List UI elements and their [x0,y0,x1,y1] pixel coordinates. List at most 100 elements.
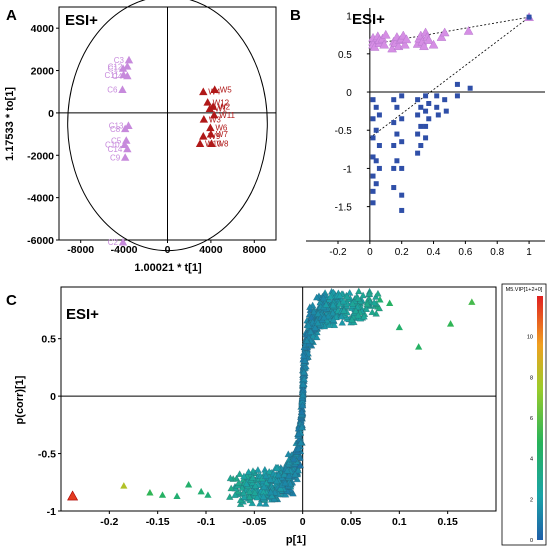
panel-b-axes: -0.2 0 0.2 0.4 0.6 0.8 1 -1.5 -1 -0.5 0 0.5 1 [306,8,545,258]
x-tick-label: 4000 [199,244,223,256]
y-tick-label: -0.5 [335,126,353,137]
sample-label: W12 [213,98,230,107]
feature-marker [446,320,455,327]
q2-permutation-marker [467,85,473,91]
feature-marker [348,316,356,323]
y-tick-label: 4000 [31,23,55,35]
feature-marker [339,297,348,305]
y-tick-label: 0 [346,88,352,99]
control-sample-marker [118,237,128,246]
x-tick-label: 0.05 [341,516,362,528]
y-tick-label: -1.5 [335,203,353,214]
feature-marker [173,492,181,499]
feature-marker [291,470,299,478]
panel-c-xlabel: p[1] [286,534,307,546]
x-tick-label: -0.2 [100,516,118,528]
feature-marker [266,475,275,483]
feature-marker [307,328,315,335]
colorbar-tick-label: 4 [530,457,533,463]
feature-marker [363,300,371,307]
r2-permutation-marker [379,39,390,49]
feature-marker [67,490,79,501]
x-tick-label: -0.05 [242,516,266,528]
feature-marker [197,487,205,495]
feature-marker [254,466,262,473]
feature-marker [376,296,384,303]
y-tick-label: -0.5 [38,449,56,461]
feature-marker [329,309,337,316]
sample-label: C8 [110,125,121,134]
panel-a-xlabel: 1.00021 * t[1] [134,262,202,274]
q2-permutation-marker [434,93,440,99]
feature-marker [343,293,351,300]
feature-marker [314,310,322,317]
y-tick-label: -1 [343,164,352,175]
feature-marker [240,493,248,500]
feature-marker [349,299,357,307]
panel-b-points [368,12,534,213]
feature-marker [294,466,302,474]
feature-marker [359,291,367,299]
control-sample-marker [118,85,127,93]
x-tick-label: -0.15 [146,516,170,528]
sample-label: W8 [216,140,229,149]
feature-marker [246,487,254,495]
feature-marker [395,323,403,331]
q2-permutation-marker [391,165,397,171]
feature-marker [298,423,306,431]
colorbar-tick-label: 0 [530,538,533,544]
panel-c-points [67,287,476,507]
q2-permutation-marker [434,104,440,110]
panel-c: C -0.2 -0.15 -0.1 -0.05 0 0.05 0.1 0.15-1-0.500… [6,283,547,546]
sample-label: C10 [105,141,120,150]
feature-marker [314,319,322,326]
q2-permutation-marker [454,93,460,99]
q2-permutation-marker [376,112,382,118]
q2-permutation-marker [391,185,397,191]
control-sample-marker [123,144,132,153]
feature-marker [299,391,307,398]
panel-b-title: ESI+ [352,11,385,28]
feature-marker [226,474,235,482]
y-tick-label: 2000 [31,66,55,78]
r2-permutation-marker [380,29,391,39]
r2-permutation-marker [428,39,439,49]
feature-marker [370,298,378,306]
y-tick-label: 0 [50,391,56,403]
wine-sample-marker [199,132,208,140]
feature-marker [256,499,264,507]
q2-permutation-marker [435,112,441,118]
control-sample-marker [124,55,134,64]
x-tick-label: 8000 [243,244,267,256]
feature-marker [340,307,348,314]
feature-marker [375,304,383,312]
panel-a-title: ESI+ [65,12,98,29]
control-sample-marker [122,136,131,144]
feature-marker [386,299,394,306]
q2-permutation-marker [399,93,405,99]
q2-permutation-marker [443,108,449,114]
q2-permutation-marker [426,100,432,106]
q2-permutation-marker [399,192,405,198]
q2-permutation-marker [370,135,376,141]
y-tick-label: -1 [47,506,56,518]
feature-marker [297,439,305,446]
q2-permutation-marker [415,112,421,118]
sample-label: C1 [108,64,119,73]
x-tick-label: 0.4 [427,247,441,258]
feature-marker [354,311,362,319]
feature-marker [346,289,354,296]
hotelling-ellipse [67,0,268,252]
sample-label: C6 [107,86,118,95]
q2-permutation-marker [418,123,424,129]
feature-marker [290,455,298,463]
feature-marker [300,368,308,376]
control-sample-marker [120,124,130,133]
feature-marker [283,466,291,474]
panel-c-letter: C [6,292,17,309]
q2-permutation-marker [399,207,405,213]
feature-marker [245,493,254,500]
wine-sample-marker [207,139,216,147]
feature-marker [415,343,423,350]
